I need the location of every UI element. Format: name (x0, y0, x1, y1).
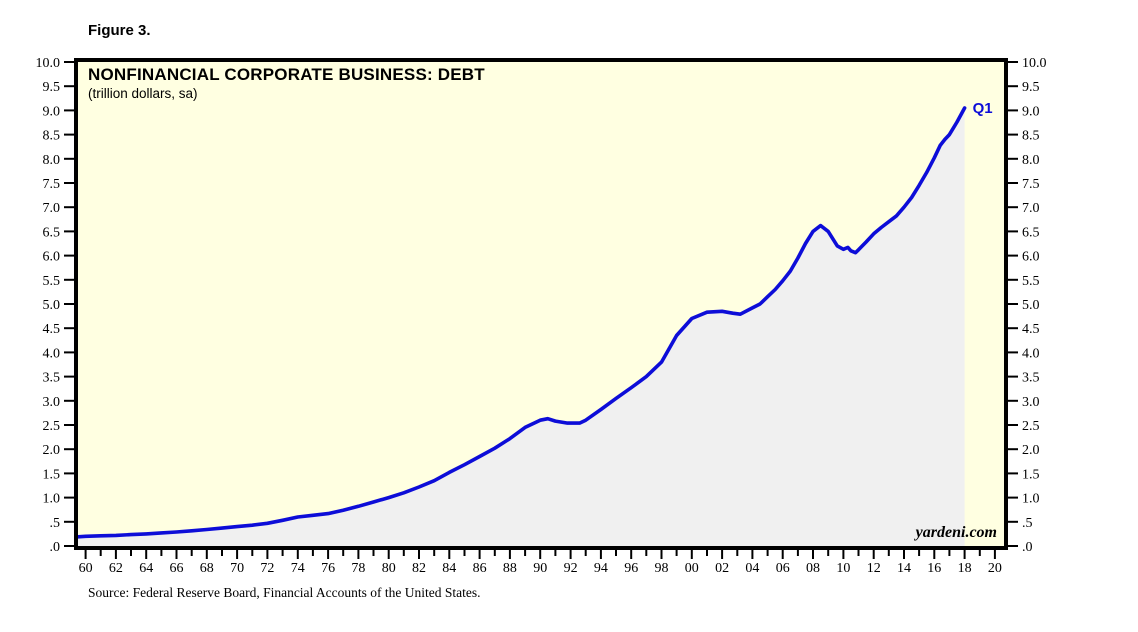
svg-text:74: 74 (291, 561, 305, 576)
svg-text:9.0: 9.0 (43, 104, 61, 119)
svg-text:5.5: 5.5 (1022, 274, 1040, 289)
svg-text:14: 14 (897, 561, 911, 576)
svg-text:88: 88 (503, 561, 517, 576)
svg-text:72: 72 (260, 561, 274, 576)
svg-text:5.0: 5.0 (1022, 298, 1040, 313)
svg-text:7.0: 7.0 (1022, 201, 1040, 216)
svg-text:76: 76 (321, 561, 335, 576)
area-fill (78, 108, 965, 546)
svg-text:12: 12 (867, 561, 881, 576)
svg-text:4.0: 4.0 (43, 346, 61, 361)
svg-text:10.0: 10.0 (36, 56, 61, 71)
svg-text:5.5: 5.5 (43, 274, 61, 289)
svg-text:6.0: 6.0 (43, 250, 61, 265)
svg-text:70: 70 (230, 561, 244, 576)
svg-text:4.0: 4.0 (1022, 346, 1040, 361)
svg-text:84: 84 (442, 561, 456, 576)
svg-text:8.5: 8.5 (43, 129, 61, 144)
svg-text:80: 80 (382, 561, 396, 576)
svg-text:90: 90 (533, 561, 547, 576)
svg-text:06: 06 (776, 561, 790, 576)
svg-text:98: 98 (655, 561, 669, 576)
debt-line (78, 106, 967, 539)
svg-text:3.0: 3.0 (43, 395, 61, 410)
chart-plot-area: Q1 NONFINANCIAL CORPORATE BUSINESS: DEBT… (74, 58, 1008, 550)
svg-text:92: 92 (564, 561, 578, 576)
svg-text:1.5: 1.5 (43, 467, 61, 482)
source-note: Source: Federal Reserve Board, Financial… (88, 585, 481, 600)
svg-text:20: 20 (988, 561, 1002, 576)
svg-text:4.5: 4.5 (43, 322, 61, 337)
svg-text:04: 04 (745, 561, 759, 576)
svg-text:82: 82 (412, 561, 426, 576)
svg-text:00: 00 (685, 561, 699, 576)
debt-area-line-chart: Q1 (78, 100, 993, 546)
svg-text:2.0: 2.0 (1022, 443, 1040, 458)
svg-text:66: 66 (170, 561, 184, 576)
svg-text:60: 60 (79, 561, 93, 576)
svg-text:6.5: 6.5 (1022, 225, 1040, 240)
svg-text:1.0: 1.0 (1022, 492, 1040, 507)
svg-text:8.0: 8.0 (43, 153, 61, 168)
svg-text:68: 68 (200, 561, 214, 576)
svg-text:6.5: 6.5 (43, 225, 61, 240)
svg-text:2.5: 2.5 (43, 419, 61, 434)
svg-text:62: 62 (109, 561, 123, 576)
svg-text:08: 08 (806, 561, 820, 576)
svg-text:1.0: 1.0 (43, 492, 61, 507)
svg-text:1.5: 1.5 (1022, 467, 1040, 482)
svg-text:5.0: 5.0 (43, 298, 61, 313)
svg-text:96: 96 (624, 561, 638, 576)
svg-text:.0: .0 (1022, 540, 1033, 555)
svg-text:18: 18 (958, 561, 972, 576)
svg-text:6.0: 6.0 (1022, 250, 1040, 265)
svg-text:2.5: 2.5 (1022, 419, 1040, 434)
svg-text:2.0: 2.0 (43, 443, 61, 458)
svg-text:8.5: 8.5 (1022, 129, 1040, 144)
svg-text:.5: .5 (1022, 516, 1033, 531)
svg-text:4.5: 4.5 (1022, 322, 1040, 337)
svg-text:16: 16 (927, 561, 941, 576)
chart-subtitle: (trillion dollars, sa) (88, 86, 198, 101)
svg-text:9.5: 9.5 (43, 80, 61, 95)
svg-text:9.0: 9.0 (1022, 104, 1040, 119)
svg-text:78: 78 (351, 561, 365, 576)
svg-text:9.5: 9.5 (1022, 80, 1040, 95)
svg-text:8.0: 8.0 (1022, 153, 1040, 168)
svg-text:7.5: 7.5 (43, 177, 61, 192)
svg-text:02: 02 (715, 561, 729, 576)
svg-text:.5: .5 (50, 516, 61, 531)
latest-point-label: Q1 (973, 100, 993, 117)
chart-title: NONFINANCIAL CORPORATE BUSINESS: DEBT (88, 65, 485, 84)
svg-text:10: 10 (836, 561, 850, 576)
svg-text:94: 94 (594, 561, 608, 576)
watermark-yardeni: yardeni.com (915, 524, 997, 541)
svg-text:3.5: 3.5 (1022, 371, 1040, 386)
svg-text:3.5: 3.5 (43, 371, 61, 386)
figure-label: Figure 3. (88, 22, 151, 39)
svg-text:.0: .0 (50, 540, 61, 555)
svg-text:7.5: 7.5 (1022, 177, 1040, 192)
svg-text:64: 64 (139, 561, 153, 576)
svg-text:3.0: 3.0 (1022, 395, 1040, 410)
svg-text:86: 86 (473, 561, 487, 576)
svg-text:10.0: 10.0 (1022, 56, 1047, 71)
svg-text:7.0: 7.0 (43, 201, 61, 216)
